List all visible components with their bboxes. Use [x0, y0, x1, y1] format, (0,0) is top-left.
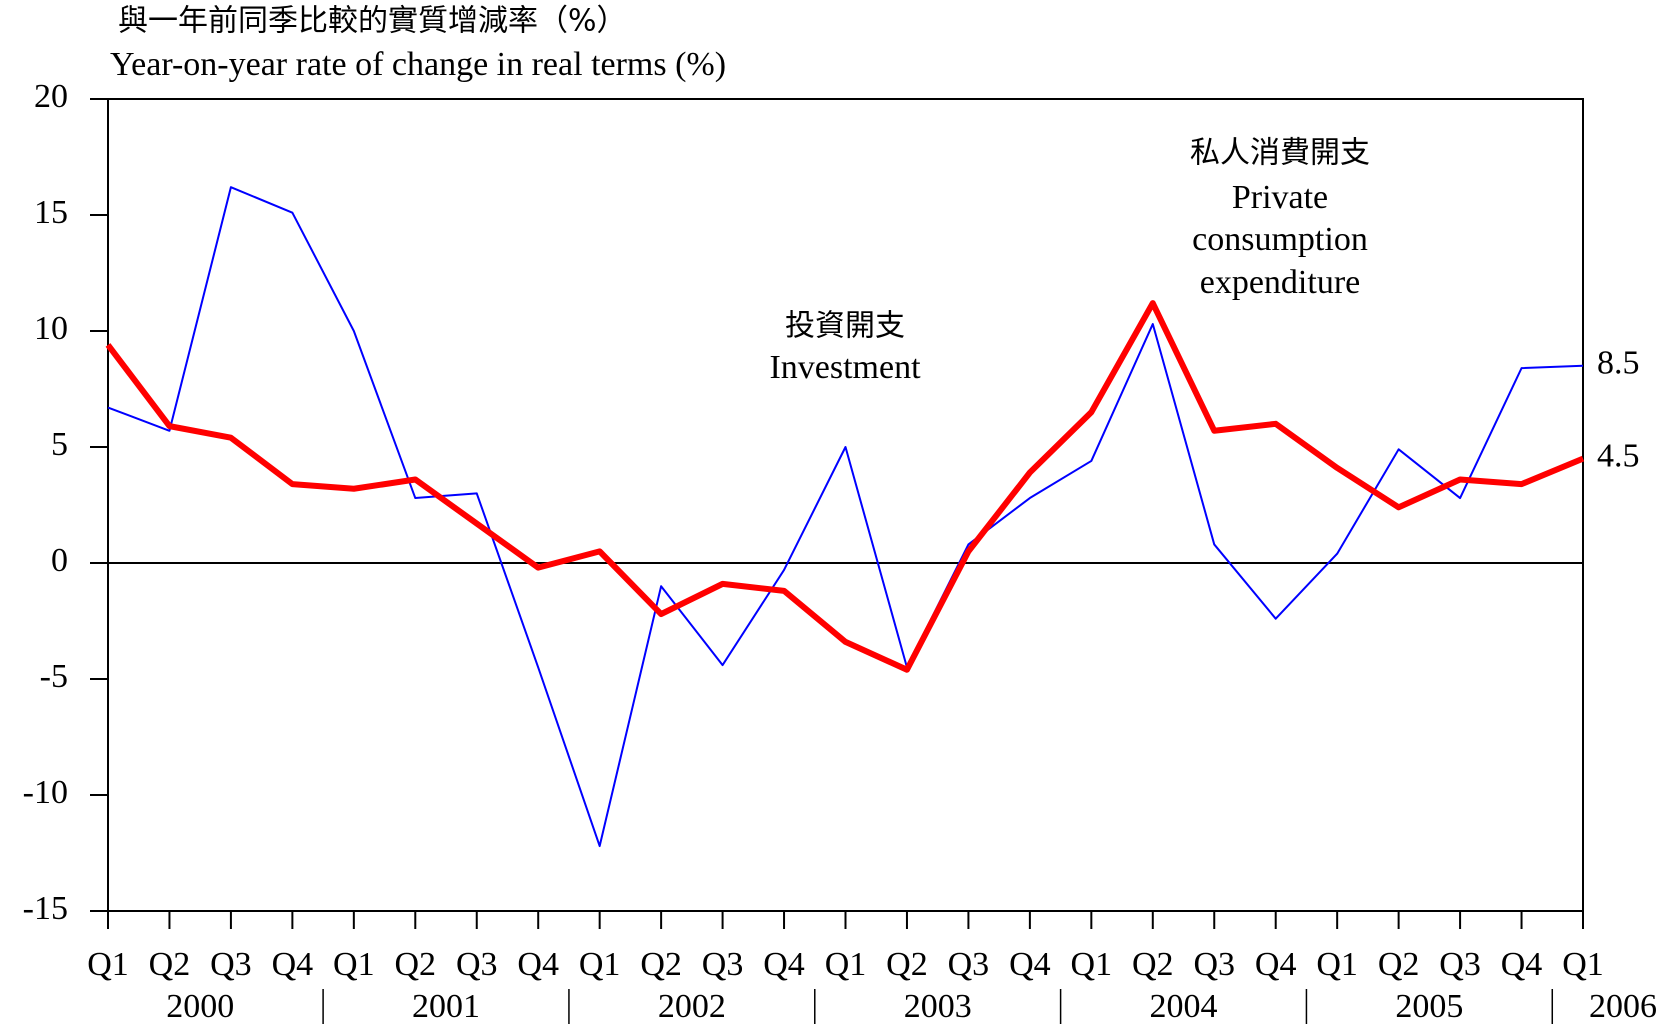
- x-tick-label: Q2: [1378, 946, 1420, 983]
- x-tick-label: Q2: [886, 946, 928, 983]
- end-value-label: 8.5: [1597, 345, 1640, 382]
- y-tick-label: -15: [23, 890, 68, 927]
- x-tick-label: Q2: [640, 946, 682, 983]
- x-tick-label: Q4: [1501, 946, 1543, 983]
- x-tick-label: Q3: [210, 946, 252, 983]
- x-tick-label: Q4: [1255, 946, 1297, 983]
- x-tick-label: Q1: [1071, 946, 1113, 983]
- y-tick-label: -5: [40, 658, 68, 695]
- x-tick-label: Q2: [149, 946, 191, 983]
- x-tick-label: Q2: [395, 946, 437, 983]
- y-axis-label: Year-on-year rate of change in real term…: [110, 46, 726, 83]
- x-group-label: 2000: [166, 988, 234, 1024]
- x-tick-label: Q1: [579, 946, 621, 983]
- x-tick-label: Q3: [1439, 946, 1481, 983]
- x-tick-label: Q3: [702, 946, 744, 983]
- series-label: Investment: [769, 349, 921, 386]
- x-tick-label: Q1: [825, 946, 867, 983]
- x-tick-label: Q3: [948, 946, 990, 983]
- y-tick-label: 0: [51, 542, 68, 579]
- series-label: consumption: [1192, 221, 1368, 258]
- x-tick-label: Q1: [87, 946, 129, 983]
- y-tick-label: 20: [34, 78, 68, 115]
- y-tick-label: 15: [34, 194, 68, 231]
- x-group-label: 2002: [658, 988, 726, 1024]
- series-line: [107, 186, 1584, 848]
- x-tick-label: Q3: [456, 946, 498, 983]
- y-axis-label: 與一年前同季比較的實質增減率（%）: [118, 4, 627, 39]
- x-group-label: 2003: [904, 988, 972, 1024]
- x-tick-label: Q1: [1562, 946, 1604, 983]
- y-tick-label: -10: [23, 774, 68, 811]
- x-group-label: 2001: [412, 988, 480, 1024]
- series-label: expenditure: [1200, 264, 1361, 301]
- x-tick-label: Q2: [1132, 946, 1174, 983]
- x-tick-label: Q1: [1316, 946, 1358, 983]
- x-tick-label: Q4: [272, 946, 314, 983]
- x-group-label: 2004: [1150, 988, 1218, 1024]
- x-tick-label: Q4: [763, 946, 805, 983]
- y-tick-label: 5: [51, 426, 68, 463]
- x-tick-label: Q4: [1009, 946, 1051, 983]
- series-line: [105, 300, 1585, 673]
- y-tick-label: 10: [34, 310, 68, 347]
- end-value-label: 4.5: [1597, 437, 1640, 474]
- x-tick-label: Q1: [333, 946, 375, 983]
- x-group-label: 2006: [1589, 988, 1657, 1024]
- x-tick-label: Q3: [1193, 946, 1235, 983]
- series-label: 投資開支: [785, 309, 905, 344]
- x-tick-label: Q4: [517, 946, 559, 983]
- series-label: Private: [1232, 179, 1328, 216]
- series-label: 私人消費開支: [1190, 136, 1370, 171]
- x-group-label: 2005: [1395, 988, 1463, 1024]
